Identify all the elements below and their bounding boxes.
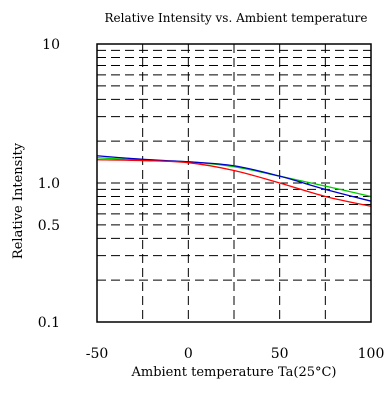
series-layer (96, 155, 372, 207)
y-tick-labels: 0.1 0.5 1.0 10 (38, 37, 60, 331)
x-tick-label: 50 (271, 346, 289, 362)
y-tick-label: 10 (42, 37, 60, 53)
y-axis-label: Relative Intensity (11, 142, 26, 259)
series-line-2 (96, 155, 372, 202)
chart-title: Relative Intensity vs. Ambient temperatu… (105, 11, 368, 25)
x-tick-label: -50 (86, 346, 109, 362)
x-axis-label: Ambient temperature Ta(25°C) (130, 365, 336, 380)
y-tick-label: 0.5 (38, 218, 60, 234)
y-tick-label: 0.1 (38, 315, 60, 331)
grid (97, 44, 371, 322)
x-tick-labels: -50 0 50 100 (86, 346, 385, 362)
plot-frame (96, 43, 372, 323)
series-line-3 (96, 159, 372, 207)
x-tick-label: 100 (358, 346, 385, 362)
y-tick-label: 1.0 (38, 176, 60, 192)
x-tick-label: 0 (184, 346, 193, 362)
